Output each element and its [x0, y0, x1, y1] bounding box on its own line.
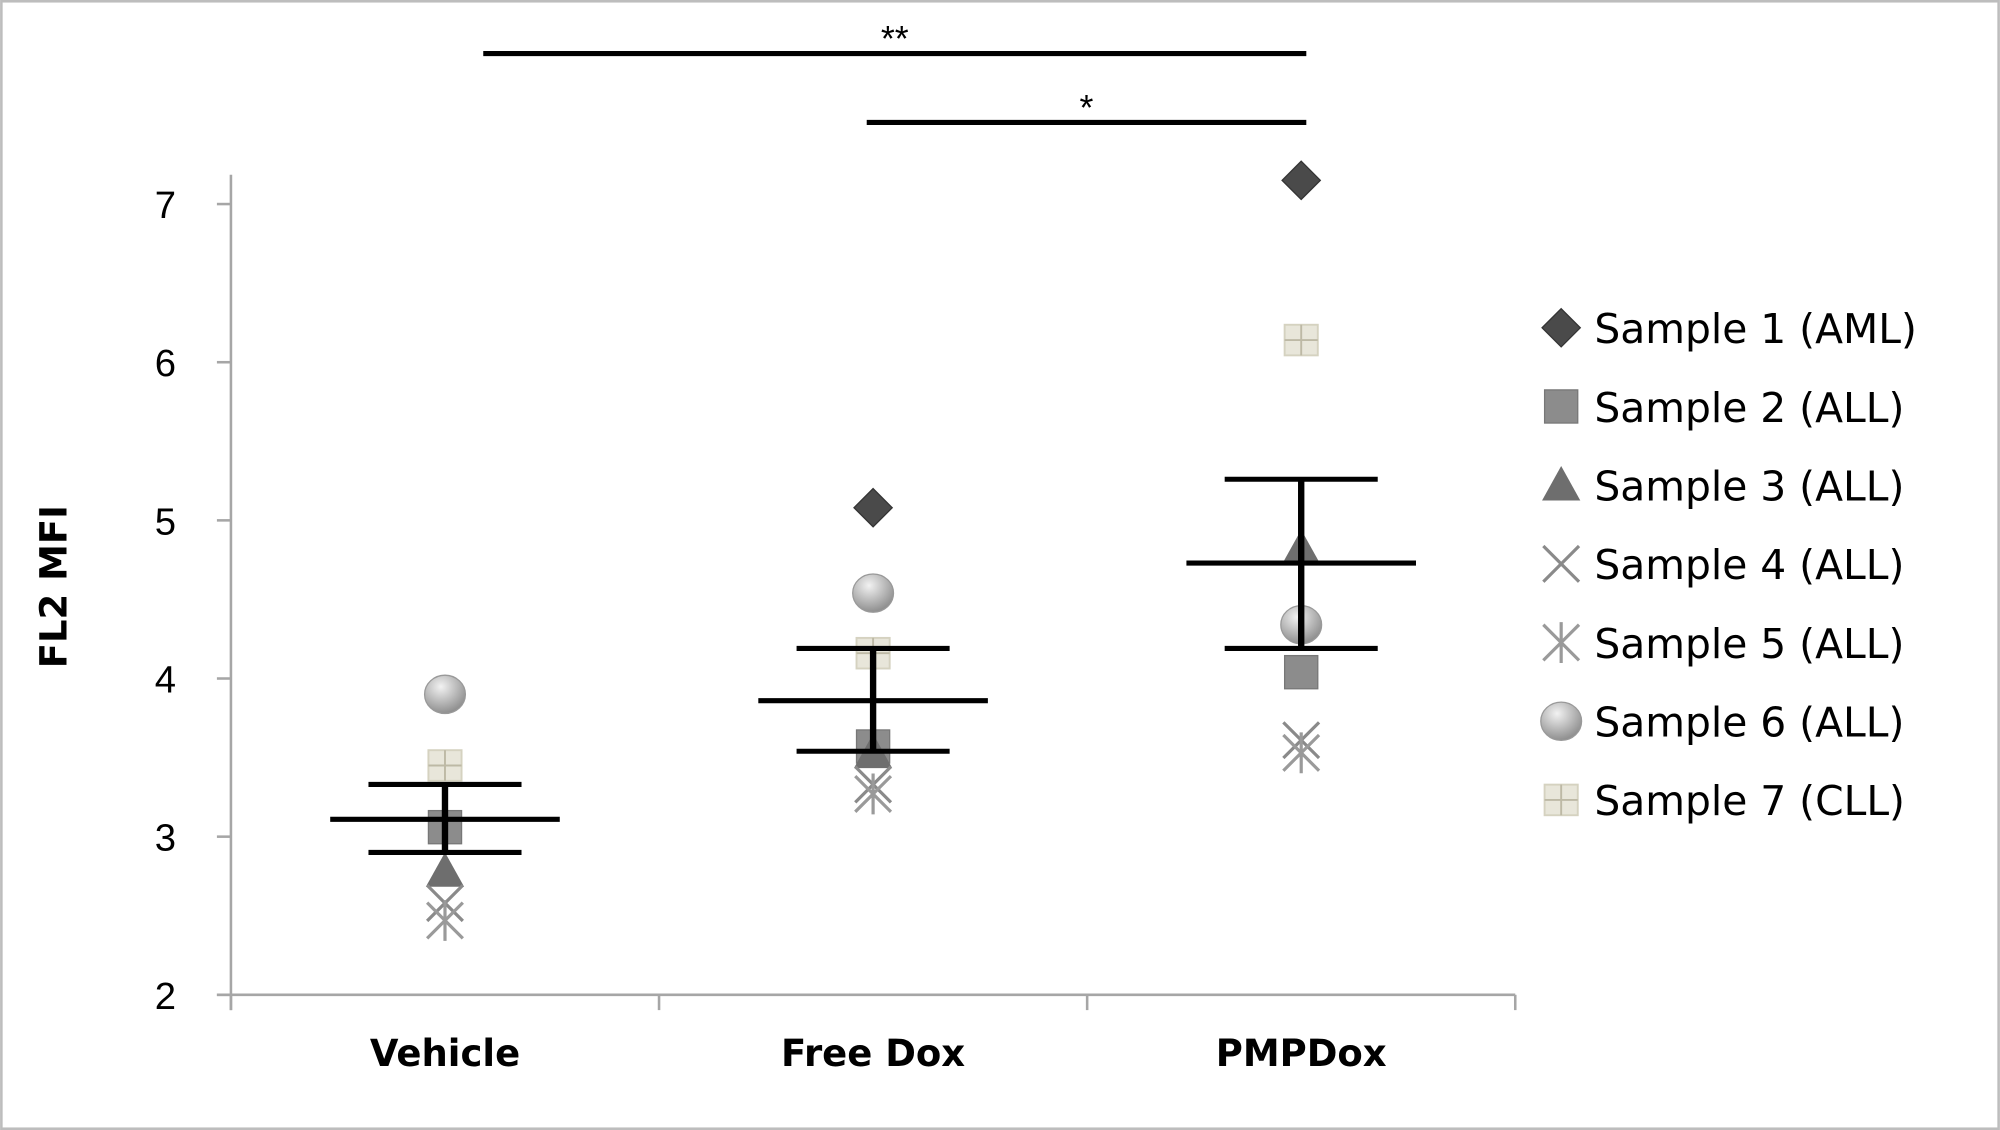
- data-point: [423, 674, 467, 715]
- legend-label: Sample 5 (ALL): [1594, 620, 1904, 668]
- legend-label: Sample 1 (AML): [1594, 305, 1917, 353]
- x-tick-label: Vehicle: [370, 1032, 520, 1075]
- legend-marker: [1543, 783, 1579, 817]
- legend-item: Sample 3 (ALL): [1542, 462, 1904, 510]
- y-tick-label: 5: [155, 500, 176, 543]
- legend-item: Sample 5 (ALL): [1542, 620, 1904, 668]
- significance-label: *: [1080, 88, 1094, 128]
- data-point: [854, 773, 893, 815]
- y-tick-label: 4: [155, 659, 176, 702]
- data-point: [425, 852, 465, 887]
- x-tick-label: Free Dox: [781, 1032, 965, 1075]
- legend-marker: [1542, 544, 1581, 583]
- data-point: [1283, 323, 1319, 357]
- data-point: [426, 900, 464, 941]
- data-point: [1281, 160, 1322, 201]
- data-point: [1283, 654, 1319, 690]
- x-tick-label: PMPDox: [1216, 1032, 1387, 1075]
- data-point: [427, 749, 463, 782]
- legend-marker: [1543, 389, 1579, 424]
- y-tick-label: 2: [155, 975, 176, 1018]
- legend-marker: [1542, 466, 1581, 501]
- y-tick-label: 7: [155, 184, 176, 227]
- legend-marker: [1541, 307, 1582, 348]
- legend-item: Sample 1 (AML): [1541, 305, 1917, 353]
- legend-item: Sample 6 (ALL): [1540, 699, 1904, 747]
- data-point: [1282, 732, 1321, 774]
- legend-item: Sample 2 (ALL): [1543, 384, 1904, 432]
- data-point: [852, 573, 895, 613]
- significance-label: **: [881, 19, 909, 59]
- y-axis-label: FL2 MFI: [32, 505, 75, 668]
- legend-marker: [1542, 622, 1581, 663]
- legend-label: Sample 7 (CLL): [1594, 777, 1905, 825]
- legend-item: Sample 7 (CLL): [1543, 777, 1905, 825]
- y-tick-label: 6: [155, 342, 176, 385]
- legend-marker: [1540, 701, 1583, 742]
- data-point: [853, 487, 894, 528]
- legend-label: Sample 6 (ALL): [1594, 699, 1904, 747]
- legend-label: Sample 2 (ALL): [1594, 384, 1904, 432]
- legend-label: Sample 4 (ALL): [1594, 541, 1904, 589]
- y-tick-label: 3: [155, 817, 176, 860]
- legend-item: Sample 4 (ALL): [1542, 541, 1904, 589]
- legend-label: Sample 3 (ALL): [1594, 462, 1904, 510]
